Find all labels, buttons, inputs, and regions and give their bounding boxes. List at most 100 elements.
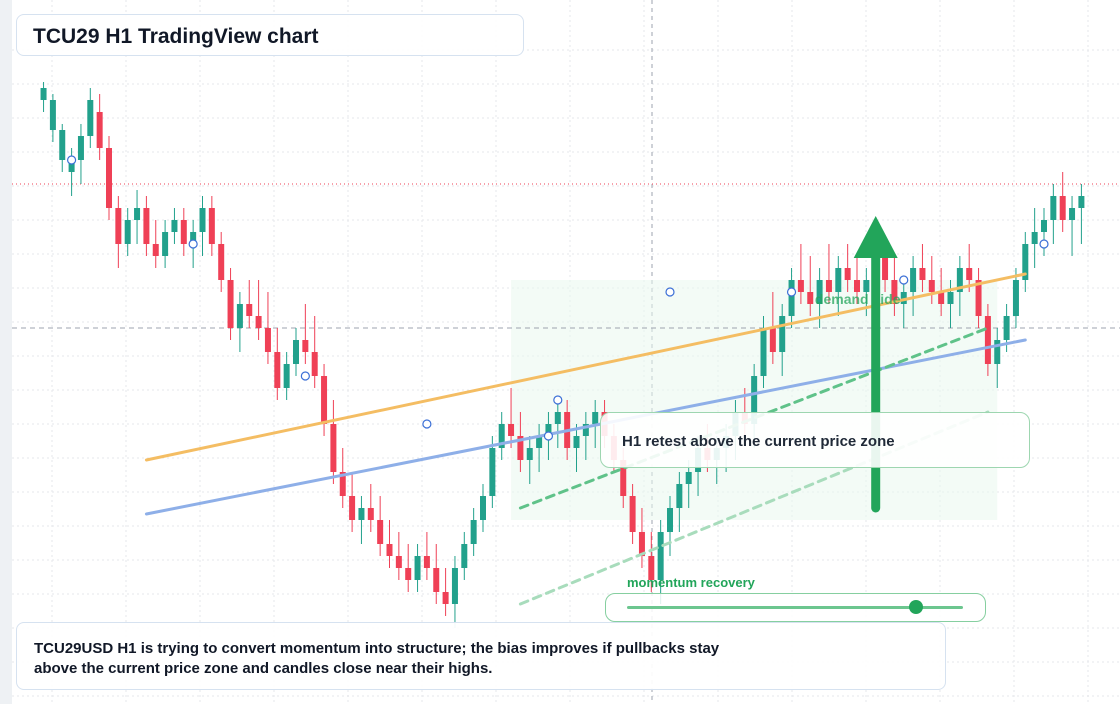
candle-body bbox=[938, 292, 945, 304]
candle-body bbox=[975, 280, 982, 316]
candle-body bbox=[667, 508, 673, 532]
candle-body bbox=[218, 244, 225, 280]
arrow-head bbox=[853, 216, 898, 258]
candle-body bbox=[910, 268, 917, 292]
candle-body bbox=[966, 268, 973, 280]
left-axis-strip bbox=[0, 0, 12, 704]
candle-body bbox=[40, 88, 47, 100]
candle-body bbox=[461, 544, 468, 568]
candle-body bbox=[227, 280, 234, 328]
candle-body bbox=[573, 436, 580, 448]
candle-body bbox=[283, 364, 290, 388]
candle-body bbox=[470, 520, 477, 544]
candle-body bbox=[638, 532, 645, 556]
candle-body bbox=[386, 544, 393, 556]
candle-body bbox=[339, 472, 346, 496]
candle-body bbox=[807, 292, 814, 304]
signal-marker bbox=[188, 239, 198, 249]
candle-body bbox=[423, 556, 430, 568]
momentum-slider[interactable] bbox=[605, 593, 986, 622]
candle-body bbox=[1003, 316, 1010, 340]
candle-body bbox=[236, 304, 243, 328]
momentum-slider-label: momentum recovery bbox=[627, 575, 755, 590]
candle-body bbox=[255, 316, 262, 328]
candle-body bbox=[685, 472, 692, 484]
candle-body bbox=[751, 376, 758, 424]
candle-body bbox=[77, 136, 84, 160]
candle-body bbox=[1069, 208, 1076, 220]
momentum-slider-knob[interactable] bbox=[908, 600, 923, 614]
candle-body bbox=[508, 424, 515, 436]
candle-body bbox=[526, 448, 533, 460]
candle-body bbox=[554, 412, 561, 424]
candle-body bbox=[358, 508, 365, 520]
candle-body bbox=[956, 268, 963, 292]
signal-marker bbox=[786, 287, 797, 297]
candle-body bbox=[152, 244, 159, 256]
chart-title-panel: TCU29 H1 TradingView chart bbox=[16, 14, 524, 56]
analysis-summary-text: TCU29USD H1 is trying to convert momentu… bbox=[34, 640, 720, 677]
retest-callout: H1 retest above the current price zone bbox=[600, 412, 1030, 468]
candle-body bbox=[779, 316, 786, 352]
candle-body bbox=[882, 256, 889, 280]
candle-body bbox=[1041, 220, 1047, 232]
candle-body bbox=[536, 436, 543, 448]
candle-body bbox=[1059, 196, 1066, 220]
candle-body bbox=[115, 208, 122, 244]
signal-marker bbox=[899, 275, 909, 285]
candle-body bbox=[498, 424, 505, 448]
candle-body bbox=[769, 328, 776, 352]
signal-marker bbox=[543, 431, 554, 441]
candle-body bbox=[377, 520, 384, 544]
candle-body bbox=[844, 268, 851, 280]
candle-body bbox=[171, 220, 178, 232]
candle-body bbox=[854, 280, 860, 292]
candle-body bbox=[433, 568, 440, 592]
candle-body bbox=[984, 316, 991, 364]
candle-body bbox=[321, 376, 328, 424]
candle-body bbox=[199, 208, 206, 232]
signal-marker bbox=[422, 419, 432, 429]
signal-marker bbox=[665, 287, 675, 297]
chart-title: TCU29 H1 TradingView chart bbox=[33, 25, 319, 48]
candle-body bbox=[517, 436, 524, 460]
reference-lines bbox=[12, 183, 1120, 329]
candle-body bbox=[246, 304, 253, 316]
candle-body bbox=[994, 340, 1001, 364]
candle-body bbox=[1012, 280, 1019, 316]
trendline bbox=[518, 326, 990, 510]
candle-body bbox=[863, 280, 870, 292]
candle-body bbox=[797, 280, 804, 292]
candle-body bbox=[59, 130, 66, 160]
candle-body bbox=[816, 280, 823, 304]
analysis-summary-panel: TCU29USD H1 is trying to convert momentu… bbox=[16, 622, 946, 690]
candle-body bbox=[582, 424, 589, 436]
demand-side-label: demand side bbox=[815, 291, 901, 307]
candle-body bbox=[395, 556, 402, 568]
candle-body bbox=[442, 592, 449, 604]
candle-body bbox=[264, 328, 271, 352]
candle-body bbox=[349, 496, 356, 520]
candle-body bbox=[405, 568, 412, 580]
signal-marker bbox=[1039, 239, 1049, 249]
candle-body bbox=[676, 484, 683, 508]
candle-body bbox=[311, 352, 318, 376]
momentum-slider-track[interactable] bbox=[627, 606, 963, 609]
candle-body bbox=[1050, 196, 1057, 220]
candle-body bbox=[293, 340, 299, 364]
candle-body bbox=[919, 268, 926, 280]
signal-marker bbox=[553, 395, 563, 405]
candle-body bbox=[947, 292, 954, 304]
signal-marker bbox=[300, 371, 310, 381]
retest-callout-text: H1 retest above the current price zone bbox=[622, 433, 895, 450]
candle-body bbox=[180, 220, 187, 244]
candle-body bbox=[489, 448, 496, 496]
candle-body bbox=[657, 532, 664, 580]
candle-body bbox=[760, 328, 767, 376]
candle-body bbox=[330, 424, 337, 472]
signal-markers bbox=[66, 155, 1049, 441]
candle-body bbox=[367, 508, 374, 520]
candle-body bbox=[87, 100, 94, 136]
candle-body bbox=[480, 496, 486, 520]
